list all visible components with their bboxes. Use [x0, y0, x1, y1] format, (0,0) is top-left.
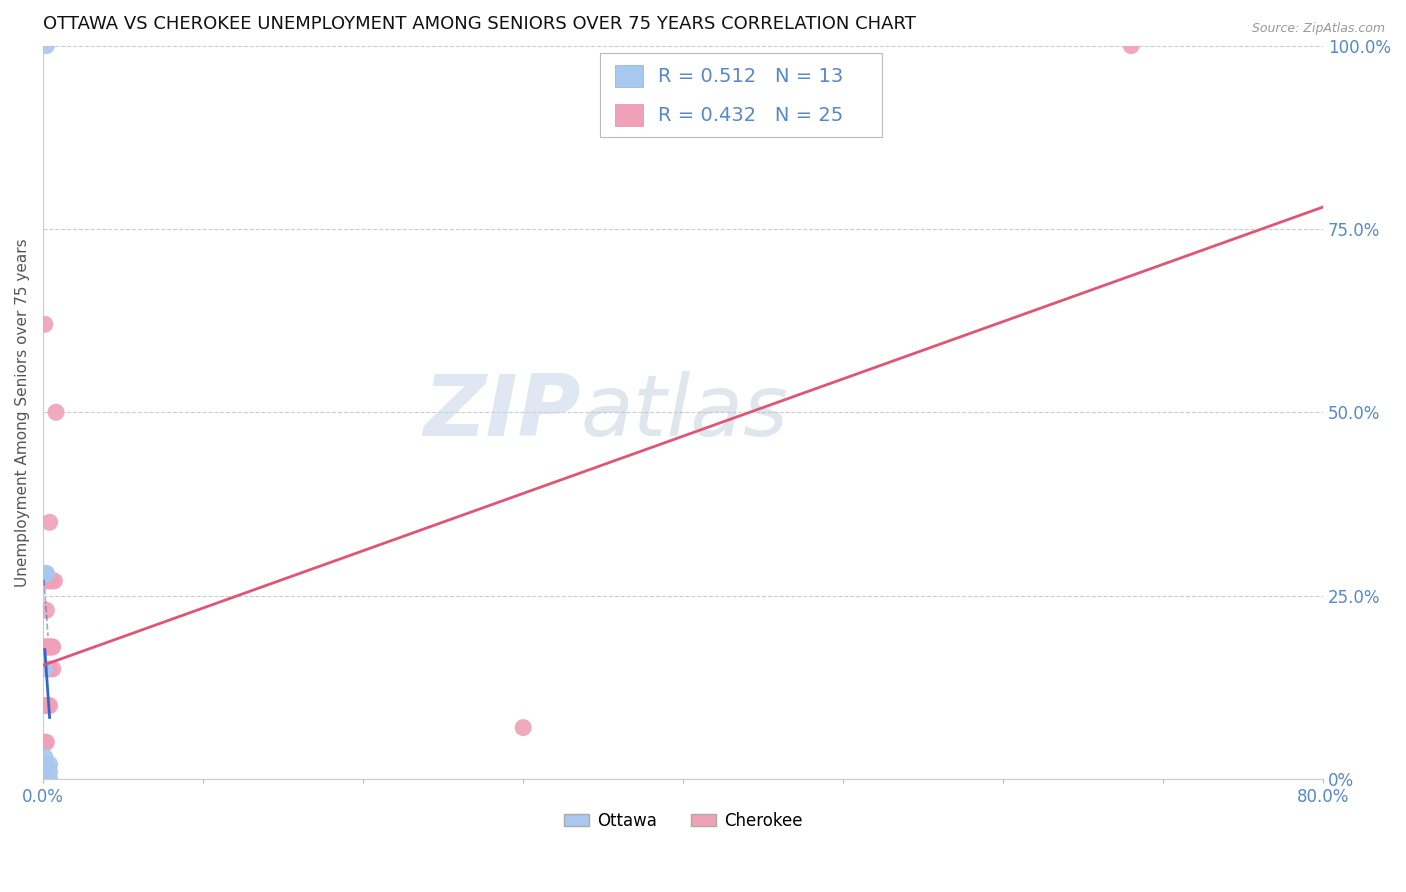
Point — [34, 698, 56, 713]
Point — [38, 516, 60, 530]
Point — [34, 764, 56, 779]
Point — [34, 757, 56, 772]
Point — [37, 640, 59, 654]
Point — [512, 721, 534, 735]
Point — [34, 757, 56, 772]
Legend: Ottawa, Cherokee: Ottawa, Cherokee — [557, 805, 808, 837]
Point — [35, 698, 58, 713]
Point — [38, 662, 60, 676]
Point — [34, 750, 56, 764]
FancyBboxPatch shape — [616, 65, 644, 87]
Point — [34, 662, 56, 676]
Text: R = 0.512   N = 13: R = 0.512 N = 13 — [658, 67, 842, 86]
Point — [34, 640, 56, 654]
Point — [38, 640, 60, 654]
Point — [45, 405, 67, 419]
Point — [35, 38, 58, 53]
Point — [34, 772, 56, 786]
Point — [35, 735, 58, 749]
Point — [42, 662, 65, 676]
Point — [38, 698, 60, 713]
Point — [38, 757, 60, 772]
Point — [39, 574, 62, 588]
Point — [35, 640, 58, 654]
Text: OTTAWA VS CHEROKEE UNEMPLOYMENT AMONG SENIORS OVER 75 YEARS CORRELATION CHART: OTTAWA VS CHEROKEE UNEMPLOYMENT AMONG SE… — [44, 15, 917, 33]
Text: ZIP: ZIP — [423, 371, 581, 454]
Point — [35, 603, 58, 617]
Point — [37, 772, 59, 786]
Point — [34, 772, 56, 786]
Point — [37, 574, 59, 588]
FancyBboxPatch shape — [616, 103, 644, 126]
Point — [39, 640, 62, 654]
Point — [38, 772, 60, 786]
Point — [42, 640, 65, 654]
Point — [35, 566, 58, 581]
Point — [34, 318, 56, 332]
Y-axis label: Unemployment Among Seniors over 75 years: Unemployment Among Seniors over 75 years — [15, 238, 30, 587]
FancyBboxPatch shape — [600, 53, 882, 137]
Point — [37, 698, 59, 713]
Point — [35, 566, 58, 581]
Point — [1121, 38, 1143, 53]
Point — [37, 772, 59, 786]
Point — [44, 574, 66, 588]
Text: Source: ZipAtlas.com: Source: ZipAtlas.com — [1251, 22, 1385, 36]
Point — [34, 735, 56, 749]
Text: atlas: atlas — [581, 371, 789, 454]
Point — [38, 764, 60, 779]
Text: R = 0.432   N = 25: R = 0.432 N = 25 — [658, 105, 842, 125]
